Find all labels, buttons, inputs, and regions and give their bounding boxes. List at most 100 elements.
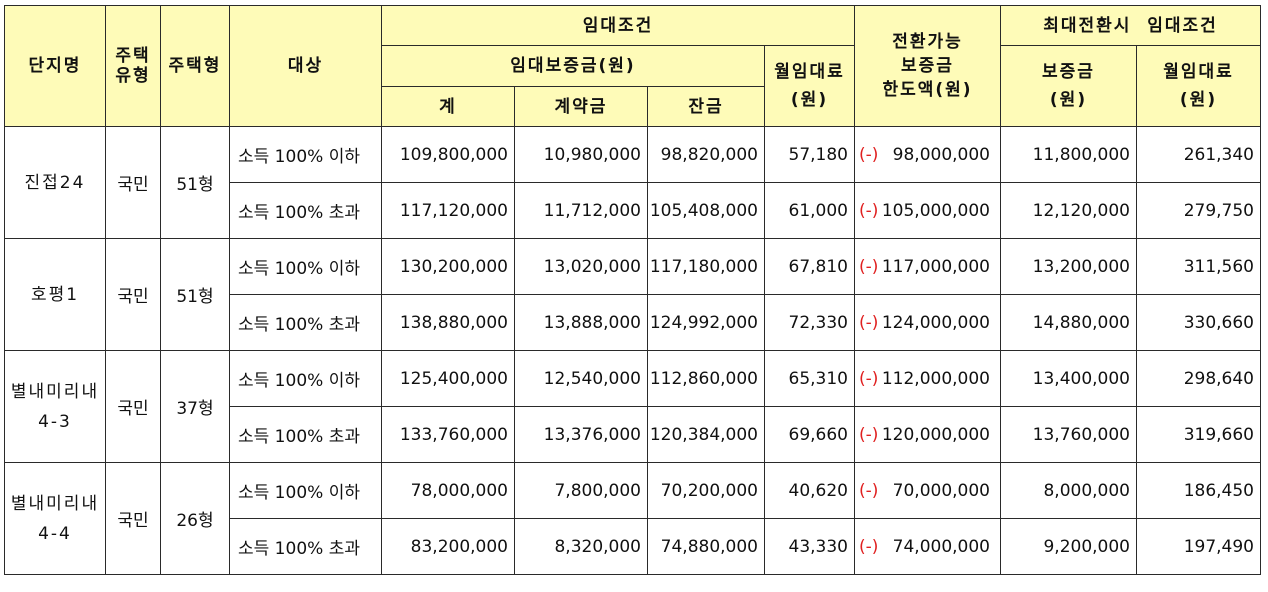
- complex-name: 진접24: [4, 126, 106, 239]
- monthly-rent: 43,330: [764, 518, 855, 575]
- convertible-deposit-value: 124,000,000: [881, 312, 990, 333]
- convertible-deposit-value: 112,000,000: [881, 368, 990, 389]
- header-total: 계: [381, 86, 515, 127]
- convertible-deposit-cell: (-) 120,000,000: [854, 406, 1001, 463]
- deposit-contract: 13,020,000: [514, 238, 648, 295]
- max-monthly-rent: 186,450: [1136, 462, 1261, 519]
- deposit-total: 125,400,000: [381, 350, 515, 407]
- deposit-balance: 105,408,000: [647, 182, 765, 239]
- minus-sign: (-): [859, 256, 879, 277]
- monthly-rent: 69,660: [764, 406, 855, 463]
- convertible-deposit-wrapper: (-) 112,000,000: [855, 369, 1000, 389]
- convertible-deposit-wrapper: (-) 98,000,000: [855, 145, 1000, 165]
- max-deposit: 14,880,000: [1000, 294, 1137, 351]
- deposit-contract: 13,376,000: [514, 406, 648, 463]
- deposit-contract: 8,320,000: [514, 518, 648, 575]
- house-size: 26형: [160, 462, 230, 575]
- convertible-deposit-wrapper: (-) 70,000,000: [855, 481, 1000, 501]
- header-complex: 단지명: [4, 5, 106, 127]
- income-target: 소득 100% 이하: [229, 126, 382, 183]
- convertible-deposit-cell: (-) 112,000,000: [854, 350, 1001, 407]
- max-monthly-rent: 311,560: [1136, 238, 1261, 295]
- convertible-deposit-value: 74,000,000: [892, 536, 990, 557]
- convertible-deposit-cell: (-) 74,000,000: [854, 518, 1001, 575]
- header-house-type: 주택 유형: [105, 5, 161, 127]
- max-monthly-rent: 319,660: [1136, 406, 1261, 463]
- header-convertible-deposit: 전환가능 보증금 한도액(원): [854, 5, 1001, 127]
- deposit-balance: 117,180,000: [647, 238, 765, 295]
- complex-name: 별내미리내 4-3: [4, 350, 106, 463]
- deposit-balance: 70,200,000: [647, 462, 765, 519]
- convertible-deposit-value: 105,000,000: [881, 200, 990, 221]
- max-deposit: 11,800,000: [1000, 126, 1137, 183]
- convertible-deposit-cell: (-) 98,000,000: [854, 126, 1001, 183]
- minus-sign: (-): [859, 536, 879, 557]
- table-row: 별내미리내 4-3 국민 37형 소득 100% 이하 125,400,000 12,54…: [4, 350, 1261, 463]
- deposit-total: 109,800,000: [381, 126, 515, 183]
- monthly-rent: 61,000: [764, 182, 855, 239]
- max-monthly-rent: 330,660: [1136, 294, 1261, 351]
- table-row: 소득 100% 초과 83,200,000 8,320,000 74,880,000 4…: [5, 518, 1261, 575]
- deposit-contract: 12,540,000: [514, 350, 648, 407]
- income-target: 소득 100% 초과: [229, 182, 382, 239]
- convertible-deposit-cell: (-) 105,000,000: [854, 182, 1001, 239]
- income-target: 소득 100% 초과: [229, 518, 382, 575]
- minus-sign: (-): [859, 424, 879, 445]
- house-type: 국민: [105, 126, 161, 239]
- deposit-balance: 112,860,000: [647, 350, 765, 407]
- max-deposit: 8,000,000: [1000, 462, 1137, 519]
- monthly-rent: 72,330: [764, 294, 855, 351]
- max-deposit: 9,200,000: [1000, 518, 1137, 575]
- convertible-deposit-wrapper: (-) 120,000,000: [855, 425, 1000, 445]
- convertible-deposit-cell: (-) 70,000,000: [854, 462, 1001, 519]
- table-row: 소득 100% 초과 117,120,000 11,712,000 105,408,0…: [5, 182, 1261, 239]
- table-row: 별내미리내 4-4 국민 26형 소득 100% 이하 78,000,000 7,800,…: [4, 462, 1261, 575]
- monthly-rent: 40,620: [764, 462, 855, 519]
- header-contract: 계약금: [514, 86, 648, 127]
- header-monthly-rent: 월임대료 (원): [764, 45, 855, 127]
- deposit-total: 83,200,000: [381, 518, 515, 575]
- header-target: 대상: [229, 5, 382, 127]
- deposit-contract: 11,712,000: [514, 182, 648, 239]
- max-monthly-rent: 261,340: [1136, 126, 1261, 183]
- complex-name: 별내미리내 4-4: [4, 462, 106, 575]
- table-row: 호평1 국민 51형 소득 100% 이하 130,200,000 13,020,000 1…: [4, 238, 1261, 351]
- income-target: 소득 100% 초과: [229, 406, 382, 463]
- deposit-balance: 120,384,000: [647, 406, 765, 463]
- house-size: 51형: [160, 238, 230, 351]
- deposit-balance: 124,992,000: [647, 294, 765, 351]
- convertible-deposit-cell: (-) 117,000,000: [854, 238, 1001, 295]
- income-target: 소득 100% 이하: [229, 238, 382, 295]
- deposit-contract: 10,980,000: [514, 126, 648, 183]
- convertible-deposit-wrapper: (-) 117,000,000: [855, 257, 1000, 277]
- deposit-total: 117,120,000: [381, 182, 515, 239]
- max-monthly-rent: 298,640: [1136, 350, 1261, 407]
- deposit-balance: 98,820,000: [647, 126, 765, 183]
- header-balance: 잔금: [647, 86, 765, 127]
- header-max-deposit: 보증금 (원): [1000, 45, 1137, 127]
- house-size: 51형: [160, 126, 230, 239]
- deposit-contract: 7,800,000: [514, 462, 648, 519]
- complex-name: 호평1: [4, 238, 106, 351]
- convertible-deposit-wrapper: (-) 74,000,000: [855, 537, 1000, 557]
- monthly-rent: 67,810: [764, 238, 855, 295]
- deposit-total: 138,880,000: [381, 294, 515, 351]
- house-size: 37형: [160, 350, 230, 463]
- convertible-deposit-wrapper: (-) 124,000,000: [855, 313, 1000, 333]
- deposit-balance: 74,880,000: [647, 518, 765, 575]
- house-type: 국민: [105, 238, 161, 351]
- minus-sign: (-): [859, 368, 879, 389]
- max-deposit: 13,200,000: [1000, 238, 1137, 295]
- table-row: 진접24 국민 51형 소득 100% 이하 109,800,000 10,980,000…: [4, 126, 1261, 239]
- header-house-size: 주택형: [160, 5, 230, 127]
- max-deposit: 13,760,000: [1000, 406, 1137, 463]
- income-target: 소득 100% 이하: [229, 350, 382, 407]
- minus-sign: (-): [859, 144, 879, 165]
- deposit-contract: 13,888,000: [514, 294, 648, 351]
- header-max-conversion: 최대전환시 임대조건: [1000, 5, 1261, 46]
- convertible-deposit-value: 98,000,000: [892, 144, 990, 165]
- income-target: 소득 100% 이하: [229, 462, 382, 519]
- deposit-total: 130,200,000: [381, 238, 515, 295]
- header-deposit-group: 임대보증금(원): [381, 45, 765, 87]
- max-deposit: 13,400,000: [1000, 350, 1137, 407]
